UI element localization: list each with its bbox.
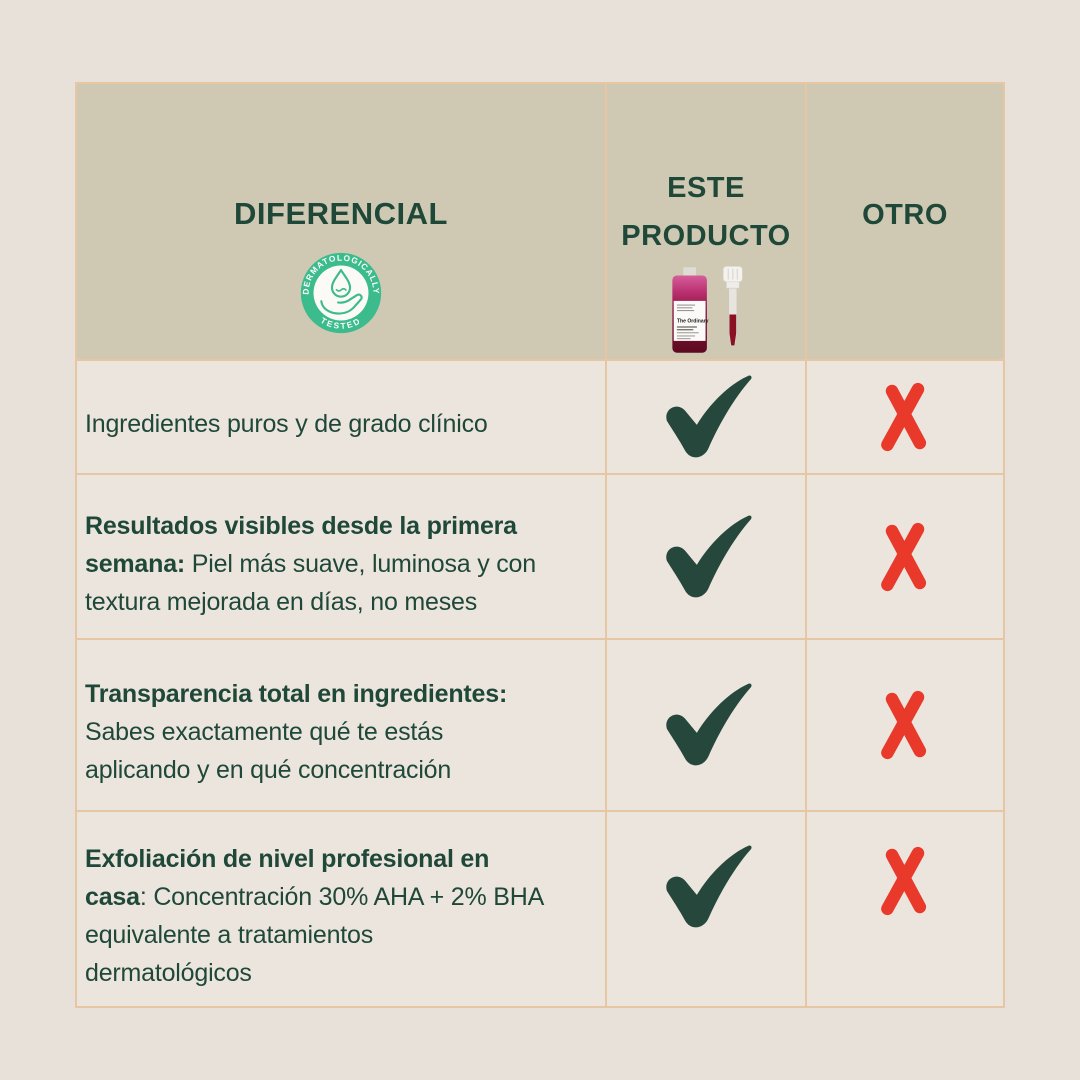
header-diferencial: DIFERENCIAL DERMATOLOGICALLY TESTED [77,84,605,359]
este-mark-cell [607,475,805,638]
otro-title: OTRO [862,198,948,231]
row-text: Ingredientes puros y de grado clínico [85,410,488,438]
check-icon [666,375,752,458]
check-icon [666,515,752,597]
serum-bottle: The Ordinary [672,267,709,353]
row-label-cell: Transparencia total en ingredientes: Sab… [77,640,605,810]
dermatologically-tested-badge-icon: DERMATOLOGICALLY TESTED [300,252,382,334]
dropper [722,266,743,347]
svg-text:TESTED: TESTED [319,315,363,331]
otro-mark-cell [807,640,1003,810]
otro-mark-cell [807,475,1003,638]
row-label-cell: Exfoliación de nivel profesional en casa… [77,812,605,1006]
row-text: Resultados visibles desde la primera sem… [85,511,536,616]
header-este-producto: ESTE PRODUCTO [607,84,805,359]
row-label-cell: Ingredientes puros y de grado clínico [77,361,605,473]
cross-icon [881,690,927,760]
product-bottle-dropper-image: The Ordinary [656,262,756,358]
hand-droplet-icon [320,268,363,315]
cross-icon [881,522,927,591]
check-icon [666,845,752,928]
check-icon [666,683,752,766]
row-text: Transparencia total en ingredientes: Sab… [85,680,508,784]
diferencial-title: DIFERENCIAL [234,196,448,231]
este-mark-cell [607,361,805,473]
cross-icon [881,846,927,916]
comparison-table: DIFERENCIAL DERMATOLOGICALLY TESTED [75,82,1005,1008]
otro-mark-cell [807,812,1003,1006]
row-label-cell: Resultados visibles desde la primera sem… [77,475,605,638]
este-mark-cell [607,812,805,1006]
product-brand-label: The Ordinary [677,319,709,325]
este-mark-cell [607,640,805,810]
otro-mark-cell [807,361,1003,473]
cross-icon [881,382,927,452]
row-text: Exfoliación de nivel profesional en casa… [85,845,545,987]
badge-arc-bottom-text: TESTED [319,315,361,331]
header-otro: OTRO [807,84,1003,359]
este-producto-title: ESTE PRODUCTO [621,172,791,252]
